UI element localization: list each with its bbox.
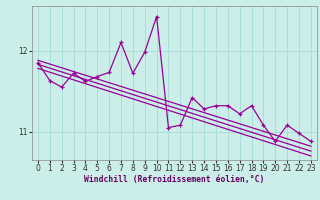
X-axis label: Windchill (Refroidissement éolien,°C): Windchill (Refroidissement éolien,°C) <box>84 175 265 184</box>
